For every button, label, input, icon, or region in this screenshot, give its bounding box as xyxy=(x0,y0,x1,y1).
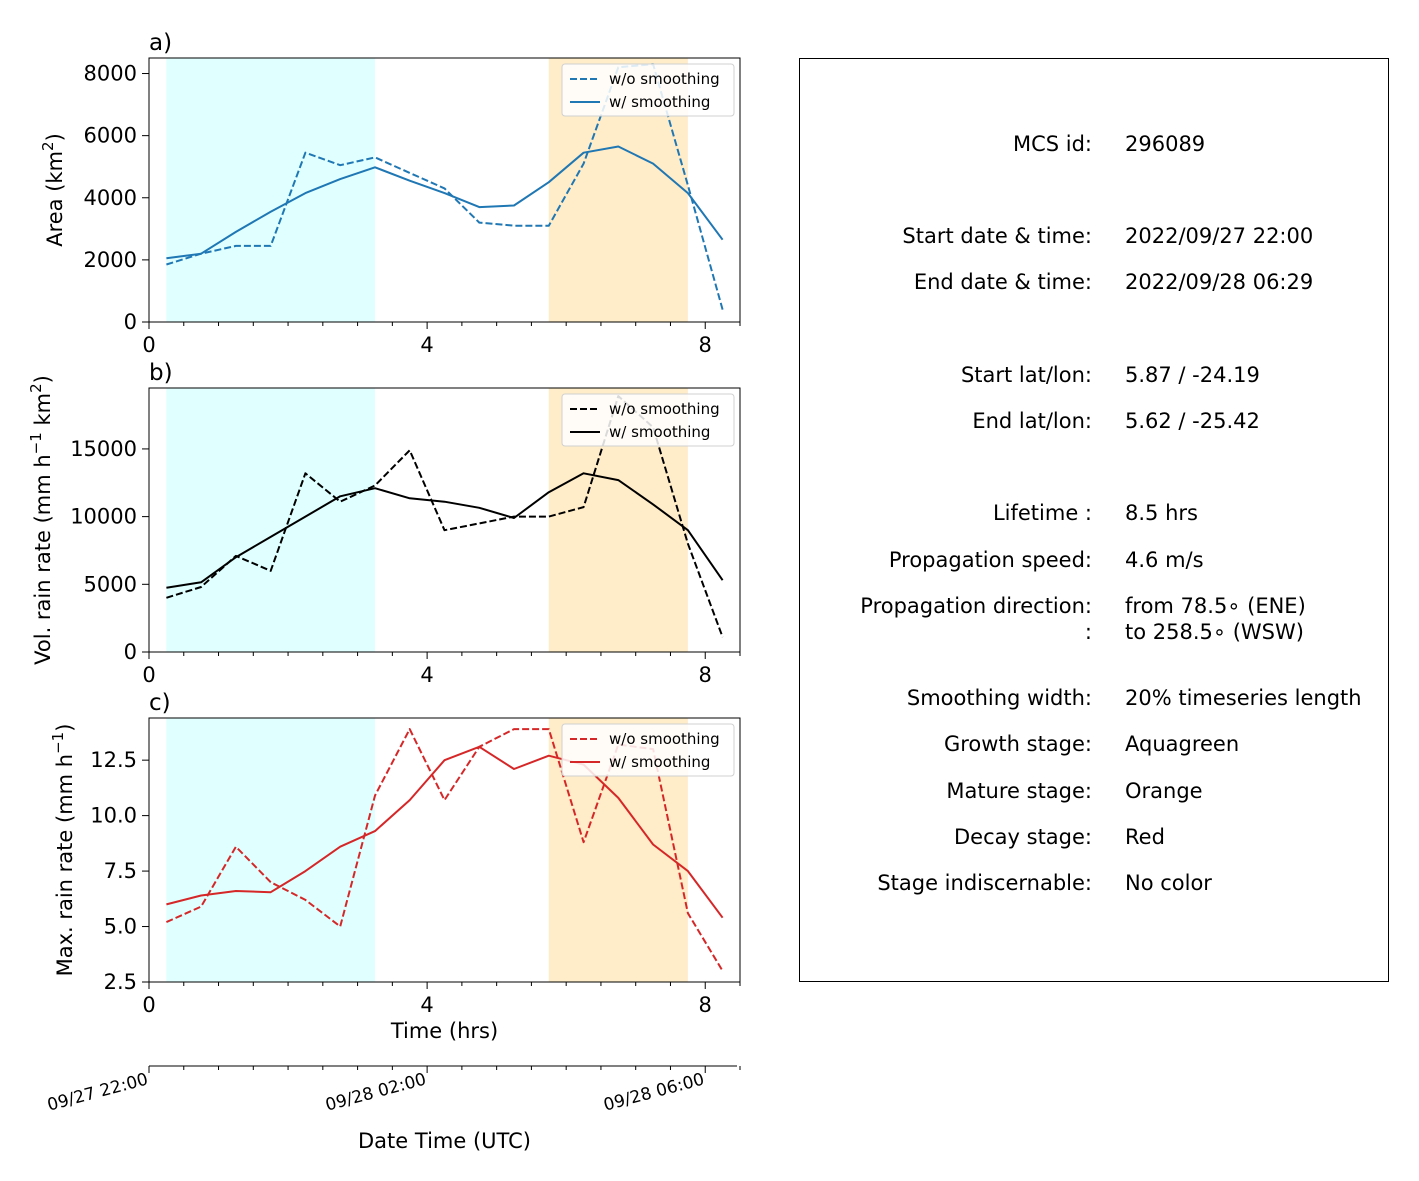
y-axis-label: Area (km2) xyxy=(39,133,67,247)
y-tick-label: 6000 xyxy=(84,124,137,148)
info-value: 2022/09/28 06:29 xyxy=(1125,270,1314,294)
info-value: No color xyxy=(1125,871,1212,895)
info-label: Mature stage: xyxy=(946,779,1092,803)
datetime-tick-label: 09/28 02:00 xyxy=(323,1070,428,1116)
info-value: to 258.5∘ (WSW) xyxy=(1125,620,1304,644)
legend-label: w/o smoothing xyxy=(609,400,720,418)
legend-box xyxy=(561,723,735,777)
legend-box xyxy=(561,63,735,117)
info-label: Smoothing width: xyxy=(906,686,1092,710)
growth-stage-shading xyxy=(166,718,375,982)
info-label: End lat/lon: xyxy=(972,409,1092,433)
info-label: MCS id: xyxy=(1012,132,1092,156)
info-value: 296089 xyxy=(1125,132,1206,156)
info-value: Aquagreen xyxy=(1125,732,1240,756)
info-value: 20% timeseries length xyxy=(1125,686,1362,710)
axes-frame xyxy=(148,717,741,983)
y-tick-label: 0 xyxy=(124,310,137,334)
y-tick-label: 15000 xyxy=(70,437,137,461)
axes-frame xyxy=(148,387,741,653)
x-tick-label: 0 xyxy=(142,333,155,357)
info-value: 5.62 / -25.42 xyxy=(1125,409,1260,433)
y-tick-label: 2000 xyxy=(84,248,137,272)
info-value: 4.6 m/s xyxy=(1125,548,1204,572)
info-label: Start lat/lon: xyxy=(960,363,1092,387)
info-label: Decay stage: xyxy=(954,825,1092,849)
y-tick-label: 0 xyxy=(124,640,137,664)
y-tick-label: 4000 xyxy=(84,186,137,210)
series-line-raw xyxy=(166,395,724,638)
info-value: Red xyxy=(1125,825,1165,849)
legend-label: w/ smoothing xyxy=(609,423,710,441)
x-tick-label: 4 xyxy=(420,333,433,357)
info-label: End date & time: xyxy=(913,270,1092,294)
series-line-raw xyxy=(166,63,724,310)
info-label: Lifetime : xyxy=(992,501,1092,525)
x-tick-label: 4 xyxy=(420,663,433,687)
series-line-smoothed xyxy=(166,472,724,589)
panel-letter: a) xyxy=(149,30,172,56)
info-value: 8.5 hrs xyxy=(1125,501,1198,525)
info-label: Propagation speed: xyxy=(888,548,1092,572)
legend: w/o smoothing w/ smoothing xyxy=(561,63,735,117)
x-tick-label: 8 xyxy=(699,333,712,357)
info-label: Stage indiscernable: xyxy=(877,871,1092,895)
info-label: Growth stage: xyxy=(943,732,1092,756)
panel-a: 0 4 8 0 2000 4000 6000 8000 Area (km2) a) w/o smoo… xyxy=(39,30,741,357)
series-line-smoothed xyxy=(166,745,724,919)
y-tick-label: 8000 xyxy=(84,62,137,86)
legend-label: w/o smoothing xyxy=(609,70,720,88)
legend-label: w/o smoothing xyxy=(609,730,720,748)
datetime-axis-label: Date Time (UTC) xyxy=(358,1129,531,1153)
y-axis-label: Max. rain rate (mm h−1) xyxy=(49,724,77,977)
y-axis-label: Vol. rain rate (mm h−1 km2) xyxy=(27,375,55,665)
y-tick-label: 5000 xyxy=(84,572,137,596)
growth-stage-shading xyxy=(166,58,375,322)
x-tick-label: 0 xyxy=(142,663,155,687)
datetime-tick-label: 09/27 22:00 xyxy=(45,1070,150,1116)
info-value: Orange xyxy=(1125,779,1203,803)
y-tick-label: 10.0 xyxy=(90,804,137,828)
info-label: : xyxy=(1084,620,1092,644)
info-value: 2022/09/27 22:00 xyxy=(1125,224,1314,248)
legend: w/o smoothing w/ smoothing xyxy=(561,723,735,777)
info-label: Propagation direction: xyxy=(860,594,1092,618)
datetime-axis: 09/27 22:00 09/28 02:00 09/28 06:00 Date Ti… xyxy=(45,1065,741,1153)
y-tick-label: 7.5 xyxy=(104,859,137,883)
axes-frame xyxy=(148,57,741,323)
legend-box xyxy=(561,393,735,447)
info-value: from 78.5∘ (ENE) xyxy=(1125,594,1306,618)
x-tick-label: 4 xyxy=(420,993,433,1017)
legend: w/o smoothing w/ smoothing xyxy=(561,393,735,447)
y-tick-label: 10000 xyxy=(70,505,137,529)
x-tick-label: 8 xyxy=(699,663,712,687)
panel-letter: c) xyxy=(149,690,171,716)
y-tick-label: 5.0 xyxy=(104,915,137,939)
datetime-tick-label: 09/28 06:00 xyxy=(601,1070,706,1116)
legend-label: w/ smoothing xyxy=(609,753,710,771)
y-tick-label: 12.5 xyxy=(90,748,137,772)
y-tick-label: 2.5 xyxy=(104,970,137,994)
x-tick-label: 0 xyxy=(142,993,155,1017)
legend-label: w/ smoothing xyxy=(609,93,710,111)
x-axis-label: Time (hrs) xyxy=(390,1019,498,1043)
mcs-info-panel: MCS id: 296089 Start date & time: 2022/09/2… xyxy=(799,58,1389,982)
x-tick-label: 8 xyxy=(699,993,712,1017)
growth-stage-shading xyxy=(166,388,375,652)
panel-c: 0 4 8 2.5 5.0 7.5 10.0 12.5 Max. rain rate (mm h… xyxy=(49,690,741,1043)
panel-b: 0 4 8 0 5000 10000 15000 Vol. rain rate (mm h−1… xyxy=(27,360,741,687)
info-value: 5.87 / -24.19 xyxy=(1125,363,1260,387)
panel-letter: b) xyxy=(149,360,173,386)
series-line-smoothed xyxy=(166,145,724,260)
info-label: Start date & time: xyxy=(902,224,1092,248)
